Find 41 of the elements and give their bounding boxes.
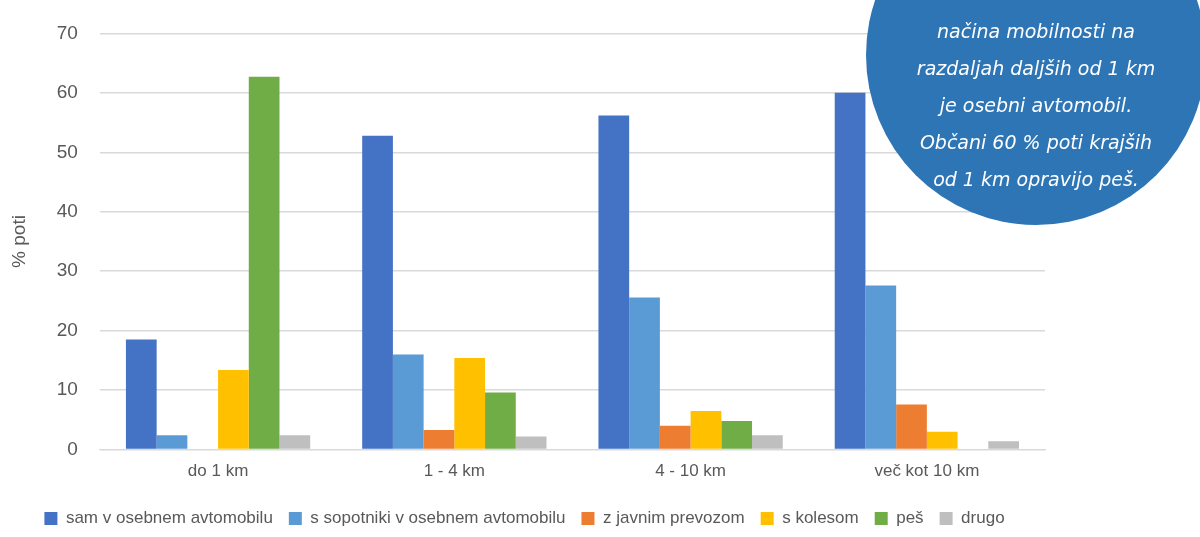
bar xyxy=(515,436,547,449)
y-tick-label: 70 xyxy=(56,21,78,43)
legend-label: sam v osebnem avtomobilu xyxy=(65,508,273,528)
y-tick-label: 0 xyxy=(67,437,78,459)
bar xyxy=(392,354,424,449)
bar xyxy=(485,392,516,449)
y-tick-label: 50 xyxy=(56,140,78,162)
bar xyxy=(659,425,691,449)
bar xyxy=(279,435,311,449)
bar xyxy=(125,339,157,449)
y-tick-label: 40 xyxy=(56,200,78,222)
y-tick-label: 10 xyxy=(56,378,78,400)
bar xyxy=(629,297,660,449)
legend-label: peš xyxy=(896,508,924,528)
bar xyxy=(248,76,280,449)
bar xyxy=(834,92,866,449)
x-tick-label: 1 - 4 km xyxy=(423,461,486,481)
x-tick-label: do 1 km xyxy=(187,461,249,481)
bar xyxy=(752,435,783,449)
bar xyxy=(721,421,753,449)
y-tick-label: 20 xyxy=(56,318,78,340)
bar xyxy=(362,135,393,449)
bar xyxy=(423,429,455,449)
bar xyxy=(454,358,486,449)
y-tick-label: 60 xyxy=(56,81,78,103)
y-tick-label: 30 xyxy=(56,259,78,281)
bar xyxy=(926,431,958,449)
bar xyxy=(598,115,630,449)
legend-label: z javnim prevozom xyxy=(602,508,745,528)
legend-label: drugo xyxy=(961,508,1005,528)
legend-label: s sopotniki v osebnem avtomobilu xyxy=(310,508,566,528)
bar xyxy=(690,410,722,449)
bar xyxy=(218,369,249,449)
bar xyxy=(156,435,188,449)
bar xyxy=(988,441,1020,449)
legend-label: s kolesom xyxy=(782,508,859,528)
x-tick-label: 4 - 10 km xyxy=(655,461,727,481)
bar xyxy=(896,404,927,449)
x-tick-label: več kot 10 km xyxy=(874,461,980,481)
bar xyxy=(865,285,897,449)
y-axis-title: % poti xyxy=(7,215,29,268)
